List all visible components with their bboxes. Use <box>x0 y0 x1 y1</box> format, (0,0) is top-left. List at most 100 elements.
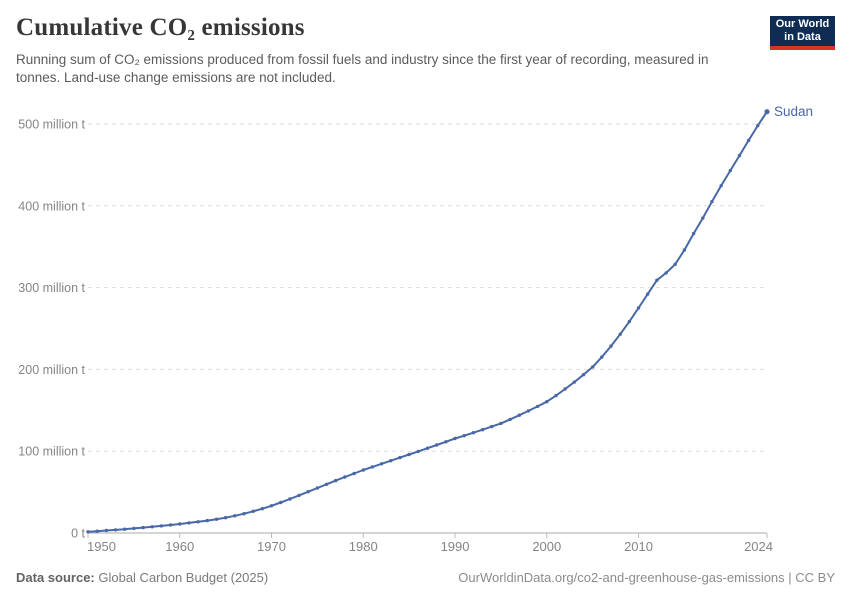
data-point-1987 <box>425 446 430 450</box>
y-tick-label-200: 200 million t <box>18 363 85 377</box>
series-label-sudan: Sudan <box>774 104 813 119</box>
data-point-2012 <box>655 278 659 282</box>
data-point-1990 <box>453 436 457 441</box>
owid-logo[interactable]: Our World in Data <box>770 16 835 50</box>
data-point-2011 <box>646 292 650 296</box>
data-point-1978 <box>343 475 347 479</box>
data-point-1959 <box>168 523 173 527</box>
data-point-1985 <box>407 452 411 457</box>
x-tick-label-1950: 1950 <box>87 539 116 554</box>
series-end-dot-sudan <box>764 109 770 115</box>
data-point-1999 <box>535 404 540 409</box>
data-point-2002 <box>563 387 567 391</box>
data-point-1981 <box>370 465 375 469</box>
data-point-1954 <box>123 527 127 531</box>
chart-subtitle: Running sum of CO₂ emissions produced fr… <box>16 52 709 85</box>
data-point-1980 <box>361 468 365 472</box>
data-point-2000 <box>545 400 549 404</box>
data-point-1976 <box>324 482 329 486</box>
data-source: Data source: Global Carbon Budget (2025) <box>16 570 268 585</box>
data-point-2020 <box>728 168 732 173</box>
data-point-1995 <box>499 421 503 426</box>
data-point-2003 <box>572 380 576 384</box>
data-point-1957 <box>150 525 154 529</box>
x-tick-label-1970: 1970 <box>257 539 286 554</box>
data-point-2016 <box>691 231 696 236</box>
data-point-2008 <box>618 332 622 336</box>
data-point-1984 <box>398 455 402 460</box>
data-point-1986 <box>416 449 420 454</box>
data-point-2015 <box>682 248 687 252</box>
data-point-1982 <box>379 462 384 466</box>
data-point-1973 <box>297 493 301 498</box>
x-tick-label-1990: 1990 <box>441 539 470 554</box>
data-point-2022 <box>746 138 751 143</box>
data-point-1958 <box>159 524 164 528</box>
y-tick-label-100: 100 million t <box>18 445 85 459</box>
data-point-1950 <box>86 530 90 534</box>
data-point-1971 <box>279 500 283 505</box>
data-point-1967 <box>242 512 246 516</box>
data-point-1994 <box>490 424 494 429</box>
data-point-1992 <box>471 431 476 435</box>
owid-logo-line2: in Data <box>784 31 821 43</box>
x-tick-label-2024: 2024 <box>744 539 773 554</box>
data-point-1991 <box>462 434 466 438</box>
x-tick-label-2010: 2010 <box>624 539 653 554</box>
data-point-1972 <box>288 497 292 501</box>
data-point-1962 <box>196 520 200 524</box>
data-point-1953 <box>113 528 118 532</box>
data-point-1988 <box>435 443 439 447</box>
data-point-1998 <box>526 409 531 413</box>
data-point-2017 <box>701 216 705 220</box>
data-point-1952 <box>104 528 109 533</box>
data-point-2010 <box>636 306 641 310</box>
data-point-1974 <box>306 490 310 494</box>
data-point-1989 <box>444 440 448 444</box>
data-point-1965 <box>223 516 228 520</box>
data-point-2001 <box>554 393 558 398</box>
data-source-label: Data source: <box>16 570 95 585</box>
data-point-2019 <box>719 184 723 188</box>
data-point-1961 <box>187 521 191 525</box>
data-point-2004 <box>581 373 586 377</box>
y-tick-label-0: 0 t <box>71 527 85 541</box>
data-point-2014 <box>673 262 677 266</box>
data-point-1960 <box>178 522 182 526</box>
data-point-1966 <box>233 514 237 518</box>
data-point-2023 <box>756 123 760 128</box>
data-point-1963 <box>205 518 209 523</box>
data-point-2009 <box>627 319 632 324</box>
y-tick-label-500: 500 million t <box>18 118 85 132</box>
data-point-1951 <box>95 529 99 533</box>
data-point-1968 <box>251 509 255 513</box>
data-point-1996 <box>508 417 512 422</box>
x-tick-label-1960: 1960 <box>165 539 194 554</box>
data-point-2007 <box>609 344 613 348</box>
data-point-1956 <box>141 525 145 530</box>
data-point-1993 <box>480 428 485 432</box>
data-point-1955 <box>132 526 136 531</box>
y-tick-label-300: 300 million t <box>18 281 85 295</box>
series-line-sudan[interactable] <box>87 110 768 533</box>
data-point-2006 <box>600 355 604 359</box>
x-tick-label-1980: 1980 <box>349 539 378 554</box>
data-point-1970 <box>269 504 274 508</box>
data-point-1979 <box>352 471 356 476</box>
footer-link[interactable]: OurWorldinData.org/co2-and-greenhouse-ga… <box>458 570 835 585</box>
data-point-1983 <box>389 459 393 463</box>
page-title: Cumulative CO₂ emissions <box>16 14 305 41</box>
data-point-1964 <box>214 517 219 521</box>
y-tick-label-400: 400 million t <box>18 199 85 213</box>
data-point-2005 <box>591 365 595 369</box>
data-point-1977 <box>334 478 338 483</box>
data-point-2021 <box>737 153 742 158</box>
data-point-2018 <box>710 200 714 204</box>
data-point-1969 <box>260 507 264 511</box>
data-point-2013 <box>664 271 668 275</box>
data-source-value: Global Carbon Budget (2025) <box>94 570 269 585</box>
owid-logo-line1: Our World <box>775 18 830 30</box>
data-point-1997 <box>517 413 521 417</box>
